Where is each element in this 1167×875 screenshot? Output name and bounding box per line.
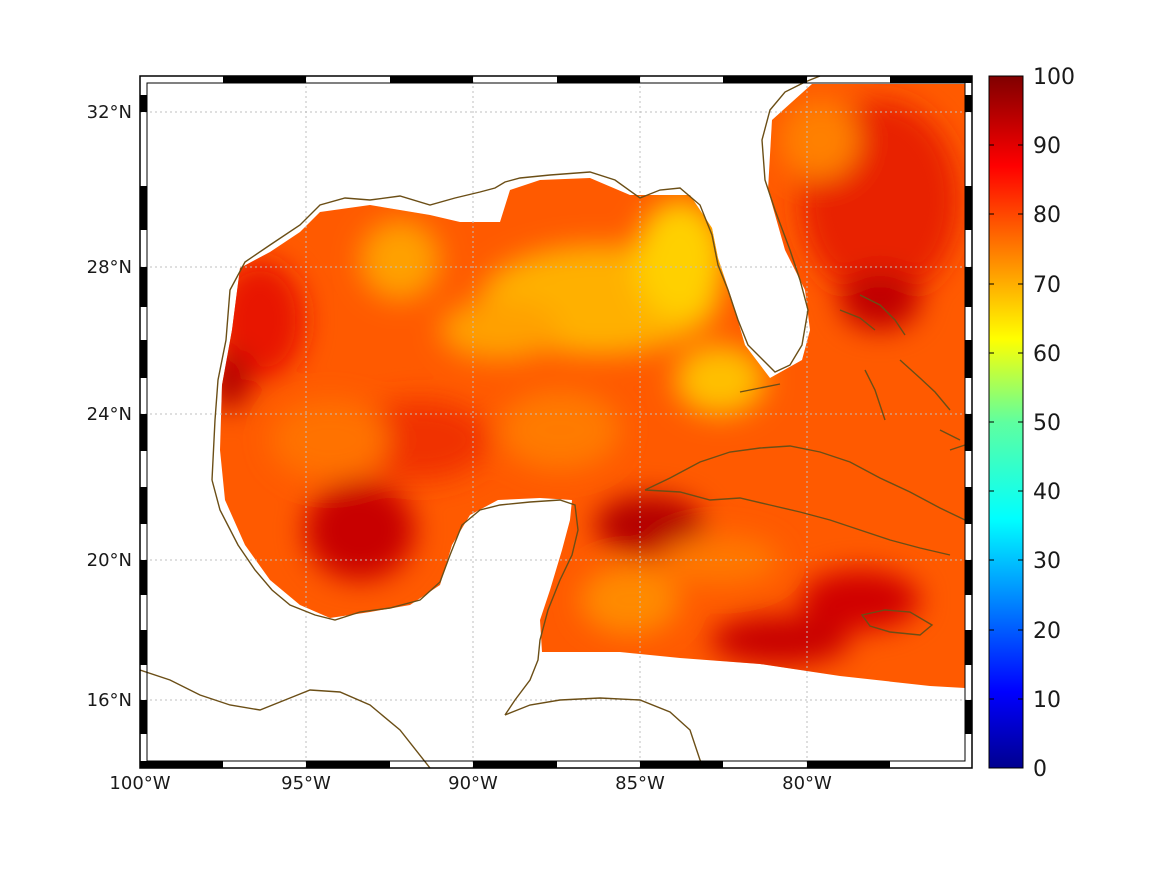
colorbar-label: 80: [1033, 203, 1061, 228]
map-panel: 100°W 95°W 90°W 85°W 80°W 32°N 28°N 24°N…: [87, 76, 972, 794]
colorbar: 100 90 80 70 60 50 40 30 20 10 0: [989, 65, 1075, 782]
lon-axis-labels: 100°W 95°W 90°W 85°W 80°W: [109, 773, 832, 794]
lon-label: 100°W: [109, 773, 170, 794]
lat-label: 24°N: [87, 404, 132, 425]
lat-label: 20°N: [87, 550, 132, 571]
colorbar-label: 90: [1033, 134, 1061, 159]
colorbar-label: 100: [1033, 65, 1075, 90]
colorbar-label: 70: [1033, 273, 1061, 298]
colorbar-labels: 100 90 80 70 60 50 40 30 20 10 0: [1033, 65, 1075, 782]
colorbar-label: 60: [1033, 342, 1061, 367]
colorbar-label: 20: [1033, 619, 1061, 644]
colorbar-label: 40: [1033, 480, 1061, 505]
colorbar-label: 30: [1033, 549, 1061, 574]
colorbar-label: 0: [1033, 757, 1047, 782]
lon-label: 80°W: [782, 773, 832, 794]
colorbar-label: 10: [1033, 688, 1061, 713]
lat-axis-labels: 32°N 28°N 24°N 20°N 16°N: [87, 102, 132, 711]
colorbar-gradient: [989, 76, 1023, 768]
lon-label: 85°W: [615, 773, 665, 794]
lon-label: 95°W: [281, 773, 331, 794]
lat-label: 16°N: [87, 690, 132, 711]
colorbar-label: 50: [1033, 411, 1061, 436]
lat-label: 32°N: [87, 102, 132, 123]
lat-label: 28°N: [87, 257, 132, 278]
lon-label: 90°W: [448, 773, 498, 794]
